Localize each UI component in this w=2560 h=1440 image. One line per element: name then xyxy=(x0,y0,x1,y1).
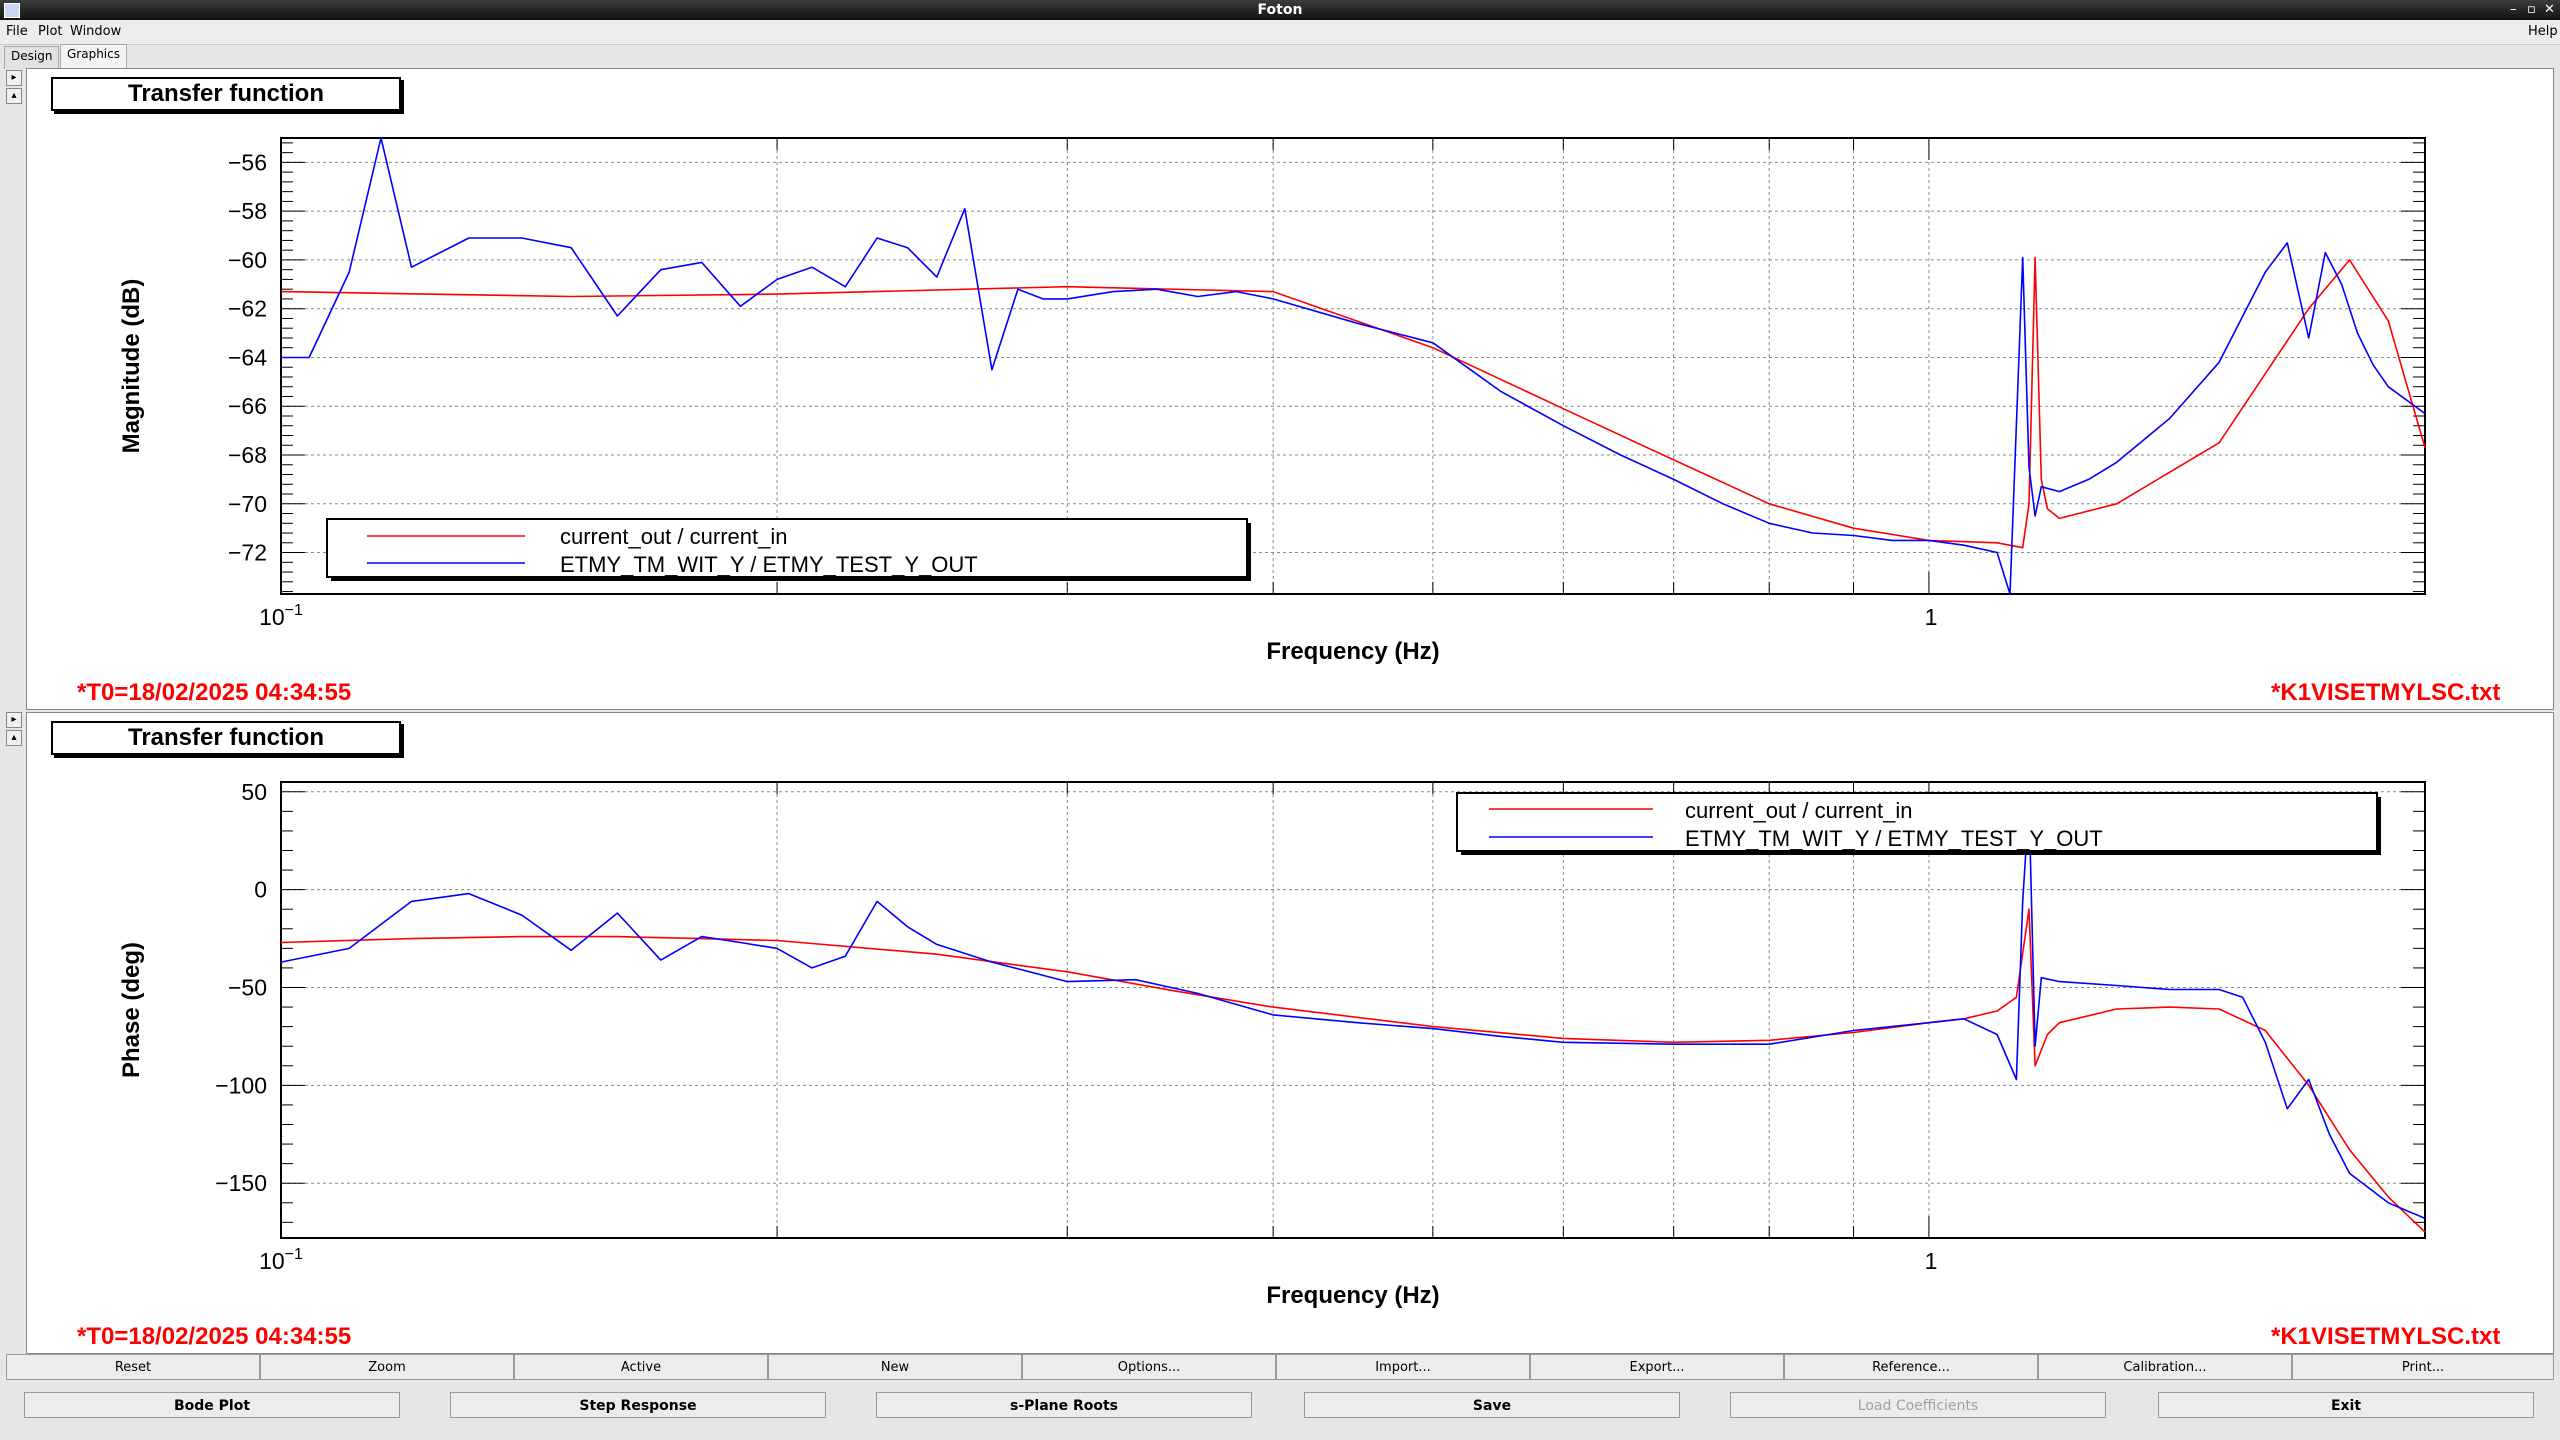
legend-entry-model: current_out / current_in xyxy=(560,524,787,549)
axis-ticks xyxy=(281,782,2425,1238)
options-button[interactable]: Options... xyxy=(1022,1354,1276,1380)
x-tick-label-0.1: 10−1 xyxy=(259,1246,303,1274)
menu-bar: File Plot Window Help xyxy=(0,20,2560,45)
plot-title: Transfer function xyxy=(51,77,401,111)
series-line-measured xyxy=(281,137,2426,595)
y-tick-label: −100 xyxy=(215,1072,267,1098)
y-tick-label: −50 xyxy=(228,974,267,1000)
export-button[interactable]: Export... xyxy=(1530,1354,1784,1380)
panel-scroll-up-icon[interactable]: ▴ xyxy=(6,730,22,746)
y-tick-label: −64 xyxy=(228,344,267,370)
panel-expand-icon[interactable]: ▸ xyxy=(6,70,22,86)
panel-scroll-up-icon[interactable]: ▴ xyxy=(6,88,22,104)
timestamp-label: *T0=18/02/2025 04:34:55 xyxy=(77,679,352,706)
axis-ticks xyxy=(281,138,2425,594)
reset-button[interactable]: Reset xyxy=(6,1354,260,1380)
plot-frame xyxy=(280,137,2426,595)
series-line-measured xyxy=(280,800,2426,1220)
y-tick-label: −72 xyxy=(228,540,267,566)
minimize-icon[interactable]: – xyxy=(2510,2,2517,17)
s-plane-roots-button[interactable]: s-Plane Roots xyxy=(876,1392,1252,1418)
import-button[interactable]: Import... xyxy=(1276,1354,1530,1380)
menu-help[interactable]: Help xyxy=(2528,24,2558,39)
step-response-button[interactable]: Step Response xyxy=(450,1392,826,1418)
legend[interactable]: current_out / current_in ETMY_TM_WIT_Y /… xyxy=(1456,792,2381,855)
magnitude-panel[interactable]: Transfer function −56 −58 −60 −62 −64 −66 −68−… xyxy=(26,68,2554,710)
x-axis-label: Frequency (Hz) xyxy=(1266,638,1439,665)
y-tick-label: 50 xyxy=(241,779,267,805)
load-coefficients-button: Load Coefficients xyxy=(1730,1392,2106,1418)
main-action-bar: Bode Plot Step Response s-Plane Roots Sa… xyxy=(0,1388,2560,1424)
legend-entry-measured: ETMY_TM_WIT_Y / ETMY_TEST_Y_OUT xyxy=(560,552,978,577)
y-tick-labels: 50 0 −50 −100 −150 xyxy=(215,779,267,1196)
series-line-model xyxy=(280,908,2426,1233)
timestamp-label: *T0=18/02/2025 04:34:55 xyxy=(77,1323,352,1350)
y-tick-label: −68 xyxy=(228,442,267,468)
y-tick-label: −62 xyxy=(228,296,267,322)
tab-design[interactable]: Design xyxy=(4,46,60,69)
y-tick-label: −66 xyxy=(228,393,267,419)
print-button[interactable]: Print... xyxy=(2292,1354,2554,1380)
y-tick-labels: −56 −58 −60 −62 −64 −66 −68 −70 −72 xyxy=(228,149,267,565)
x-axis-label: Frequency (Hz) xyxy=(1266,1282,1439,1309)
series-lines xyxy=(280,800,2426,1233)
filename-label: *K1VISETMYLSC.txt xyxy=(2271,679,2501,706)
close-icon[interactable]: ✕ xyxy=(2544,2,2555,17)
save-button[interactable]: Save xyxy=(1304,1392,1680,1418)
graphics-toolbar: Reset Zoom Active New Options... Import.… xyxy=(6,1354,2554,1382)
magnitude-plot[interactable]: −56 −58 −60 −62 −64 −66 −68 −70 −72 10−1 1 Frequ… xyxy=(27,69,2551,707)
window-title: Foton xyxy=(1257,2,1303,18)
y-axis-label: Phase (deg) xyxy=(118,942,145,1078)
y-tick-label: −58 xyxy=(228,198,267,224)
series-lines xyxy=(280,137,2426,595)
menu-plot[interactable]: Plot xyxy=(38,24,63,39)
menu-window[interactable]: Window xyxy=(70,24,122,39)
grid xyxy=(281,782,2425,1238)
x-tick-label-0.1: 10−1 xyxy=(259,602,303,630)
plot-title: Transfer function xyxy=(51,721,401,755)
y-axis-label: Magnitude (dB) xyxy=(118,279,145,454)
legend-box xyxy=(1456,792,2378,852)
calibration-button[interactable]: Calibration... xyxy=(2038,1354,2292,1380)
zoom-button[interactable]: Zoom xyxy=(260,1354,514,1380)
y-tick-label: −56 xyxy=(228,149,267,175)
legend-entry-measured: ETMY_TM_WIT_Y / ETMY_TEST_Y_OUT xyxy=(1685,826,2103,851)
filename-label: *K1VISETMYLSC.txt xyxy=(2271,1323,2501,1350)
new-button[interactable]: New xyxy=(768,1354,1022,1380)
y-tick-label: −70 xyxy=(228,491,267,517)
window-titlebar: Foton – ▫ ✕ xyxy=(0,0,2560,20)
menu-file[interactable]: File xyxy=(6,24,28,39)
panel-expand-icon[interactable]: ▸ xyxy=(6,712,22,728)
y-tick-label: −150 xyxy=(215,1170,267,1196)
bode-plot-button[interactable]: Bode Plot xyxy=(24,1392,400,1418)
x-tick-label-1: 1 xyxy=(1925,1248,1938,1274)
phase-plot[interactable]: 50 0 −50 −100 −150 10−1 1 Frequency (Hz) Pha… xyxy=(27,713,2551,1351)
x-tick-label-1: 1 xyxy=(1925,604,1938,630)
legend-entry-model: current_out / current_in xyxy=(1685,798,1912,823)
maximize-icon[interactable]: ▫ xyxy=(2527,2,2536,17)
plot-frame xyxy=(280,781,2426,1239)
active-button[interactable]: Active xyxy=(514,1354,768,1380)
y-tick-label: −60 xyxy=(228,247,267,273)
reference-button[interactable]: Reference... xyxy=(1784,1354,2038,1380)
series-line-model xyxy=(280,256,2426,549)
legend-box xyxy=(326,518,1248,578)
phase-panel[interactable]: Transfer function 50 0 −50 −100 −150 10−1 1 … xyxy=(26,712,2554,1354)
exit-button[interactable]: Exit xyxy=(2158,1392,2534,1418)
tab-graphics[interactable]: Graphics xyxy=(60,44,127,69)
legend[interactable]: current_out / current_in ETMY_TM_WIT_Y /… xyxy=(326,518,1251,581)
y-tick-label: 0 xyxy=(254,877,267,903)
app-icon xyxy=(4,3,20,18)
